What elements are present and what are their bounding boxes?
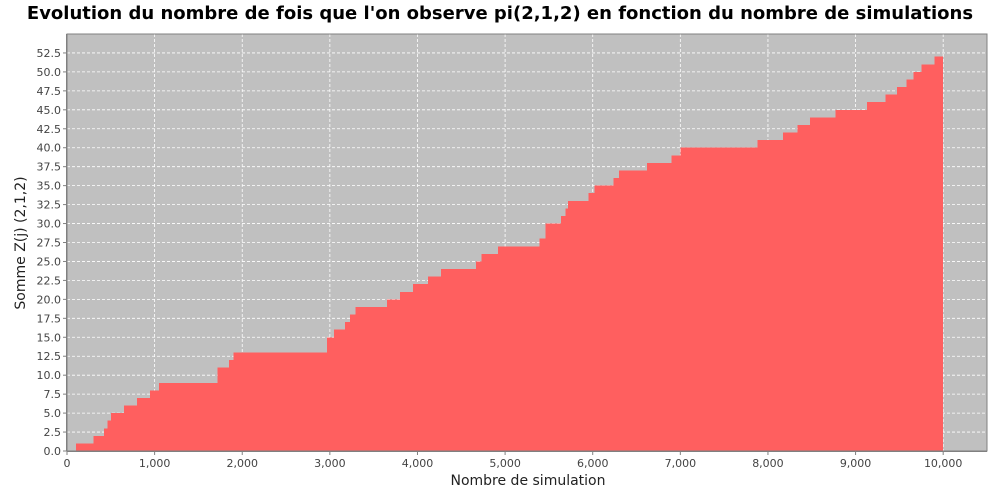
y-tick-label-7: 17.5 <box>37 312 62 325</box>
bar-22 <box>476 261 482 451</box>
bar-45 <box>906 79 914 451</box>
bar-19 <box>413 284 428 451</box>
bar-10 <box>229 360 234 451</box>
bar-14 <box>344 322 351 451</box>
y-tick-label-14: 35.0 <box>37 180 62 193</box>
y-tick-label-18: 45.0 <box>37 104 62 117</box>
plot-frame <box>66 33 988 452</box>
x-tick-label-10: 10,000 <box>924 457 963 470</box>
y-tick-label-0: 0.0 <box>44 445 62 458</box>
bar-38 <box>782 132 798 451</box>
bar-32 <box>613 178 619 451</box>
bar-47 <box>921 64 935 451</box>
bar-40 <box>810 117 836 452</box>
x-tick-label-6: 6,000 <box>577 457 609 470</box>
x-tick-label-9: 9,000 <box>840 457 872 470</box>
y-tick-label-6: 15.0 <box>37 331 62 344</box>
y-tick-label-5: 12.5 <box>37 350 62 363</box>
bar-18 <box>399 291 414 451</box>
bar-2 <box>103 428 108 451</box>
bar-39 <box>797 124 811 452</box>
bar-11 <box>233 352 328 451</box>
y-tick-label-19: 47.5 <box>37 85 62 98</box>
bar-16 <box>355 306 387 451</box>
bar-13 <box>334 329 345 451</box>
bar-21 <box>441 269 477 451</box>
bar-17 <box>386 299 400 451</box>
bar-23 <box>481 253 499 451</box>
y-tick-label-13: 32.5 <box>37 199 62 212</box>
y-tick-label-12: 30.0 <box>37 218 62 231</box>
y-tick-label-21: 52.5 <box>37 47 62 60</box>
x-tick-label-0: 0 <box>64 457 71 470</box>
chart-title: Evolution du nombre de fois que l'on obs… <box>26 3 974 24</box>
bar-41 <box>835 109 867 452</box>
y-tick-label-17: 42.5 <box>37 123 62 136</box>
y-tick-label-1: 2.5 <box>44 426 62 439</box>
x-tick-label-4: 4,000 <box>402 457 434 470</box>
bar-26 <box>545 223 562 451</box>
bar-12 <box>327 337 335 451</box>
bar-37 <box>757 140 783 452</box>
bar-43 <box>885 94 897 452</box>
bar-0 <box>75 443 94 451</box>
x-tick-label-7: 7,000 <box>665 457 697 470</box>
bar-4 <box>110 413 124 451</box>
bar-42 <box>866 102 886 452</box>
bar-15 <box>350 314 356 451</box>
x-tick-label-2: 2,000 <box>226 457 258 470</box>
y-tick-label-8: 20.0 <box>37 293 62 306</box>
bar-35 <box>671 155 681 452</box>
bar-9 <box>217 367 230 451</box>
y-tick-label-20: 50.0 <box>37 66 62 79</box>
bar-46 <box>913 71 922 451</box>
bar-6 <box>137 397 151 451</box>
bar-8 <box>159 382 218 451</box>
bar-3 <box>107 420 111 451</box>
y-tick-label-15: 37.5 <box>37 161 62 174</box>
bar-1 <box>93 435 104 451</box>
bar-7 <box>150 390 159 451</box>
bar-30 <box>588 193 595 451</box>
bar-31 <box>594 185 614 452</box>
bar-25 <box>539 238 546 451</box>
x-tick-label-8: 8,000 <box>752 457 784 470</box>
y-tick-label-4: 10.0 <box>37 369 62 382</box>
x-axis-label: Nombre de simulation <box>450 473 606 489</box>
bar-44 <box>896 87 907 451</box>
bar-48 <box>934 56 944 451</box>
y-tick-label-16: 40.0 <box>37 142 62 155</box>
y-tick-label-9: 22.5 <box>37 274 62 287</box>
y-tick-label-11: 27.5 <box>37 237 62 250</box>
bar-34 <box>647 162 672 451</box>
bar-36 <box>680 147 758 451</box>
y-tick-label-3: 7.5 <box>44 388 62 401</box>
ticks-layer: 0.0 2.5 5.0 7.5 10.0 12.5 15.0 17.5 20.0 22.5 25.0… <box>37 47 963 470</box>
bar-28 <box>565 208 569 451</box>
bar-29 <box>568 200 589 451</box>
x-tick-label-1: 1,000 <box>139 457 171 470</box>
y-axis-label: Somme Z(j) (2,1,2) <box>13 176 29 310</box>
bar-24 <box>498 246 540 451</box>
bar-33 <box>619 170 648 452</box>
bar-5 <box>123 405 138 451</box>
bar-20 <box>427 276 442 451</box>
bar-27 <box>561 215 566 451</box>
x-tick-label-5: 5,000 <box>489 457 521 470</box>
y-tick-label-2: 5.0 <box>44 407 62 420</box>
x-tick-label-3: 3,000 <box>314 457 346 470</box>
bars-layer <box>75 56 944 452</box>
y-tick-label-10: 25.0 <box>37 255 62 268</box>
